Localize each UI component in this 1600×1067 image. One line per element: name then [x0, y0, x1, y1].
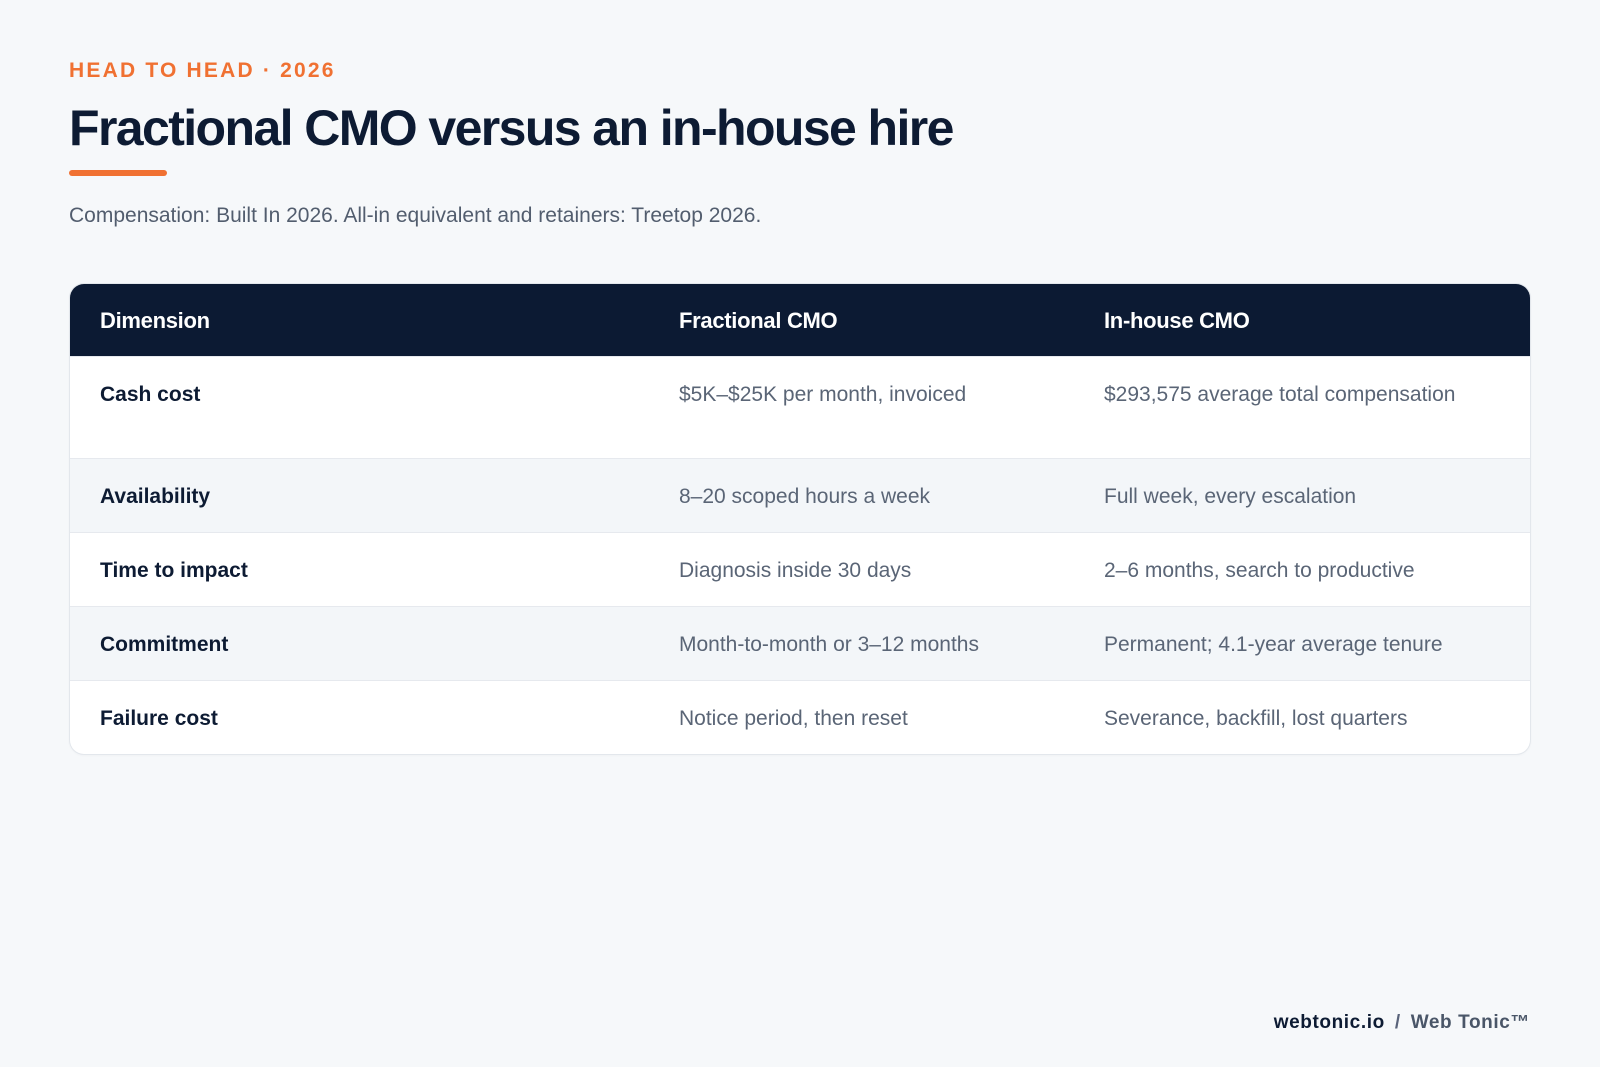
source-note: Compensation: Built In 2026. All-in equi… — [69, 204, 762, 227]
column-header-fractional: Fractional CMO — [679, 307, 838, 333]
footer-domain: webtonic.io — [1273, 1012, 1385, 1033]
table-row: Failure cost Notice period, then reset S… — [70, 680, 1530, 754]
row-inhouse-value: Permanent; 4.1-year average tenure — [1104, 633, 1443, 656]
title-accent-bar — [69, 170, 167, 176]
row-inhouse-value: Severance, backfill, lost quarters — [1104, 707, 1408, 730]
column-header-inhouse: In-house CMO — [1104, 307, 1250, 333]
table-row: Availability 8–20 scoped hours a week Fu… — [70, 458, 1530, 532]
row-fractional-value: Notice period, then reset — [679, 707, 908, 730]
row-inhouse-value: $293,575 average total compensation — [1104, 383, 1456, 406]
footer-brand: Web Tonic™ — [1410, 1012, 1530, 1033]
row-inhouse-value: Full week, every escalation — [1104, 485, 1357, 508]
table-row: Time to impact Diagnosis inside 30 days … — [70, 532, 1530, 606]
row-dimension: Time to impact — [100, 559, 248, 582]
row-dimension: Commitment — [100, 633, 229, 656]
row-inhouse-value: 2–6 months, search to productive — [1104, 559, 1415, 582]
row-fractional-value: $5K–$25K per month, invoiced — [679, 383, 967, 406]
row-fractional-value: Diagnosis inside 30 days — [679, 559, 912, 582]
page-title: Fractional CMO versus an in-house hire — [69, 100, 954, 156]
table-header-row: Dimension Fractional CMO In-house CMO — [70, 284, 1530, 356]
row-dimension: Availability — [100, 485, 211, 508]
comparison-table: Dimension Fractional CMO In-house CMO Ca… — [70, 284, 1530, 754]
table-row: Cash cost $5K–$25K per month, invoiced $… — [70, 356, 1530, 458]
footer-attribution: webtonic.io / Web Tonic™ — [1274, 1011, 1530, 1035]
table-row: Commitment Month-to-month or 3–12 months… — [70, 606, 1530, 680]
column-header-dimension: Dimension — [100, 307, 210, 333]
footer-separator: / — [1394, 1012, 1401, 1033]
row-fractional-value: 8–20 scoped hours a week — [679, 485, 931, 508]
eyebrow-label: HEAD TO HEAD · 2026 — [69, 59, 336, 82]
row-dimension: Failure cost — [100, 707, 218, 730]
row-fractional-value: Month-to-month or 3–12 months — [679, 633, 979, 656]
row-dimension: Cash cost — [100, 383, 201, 406]
